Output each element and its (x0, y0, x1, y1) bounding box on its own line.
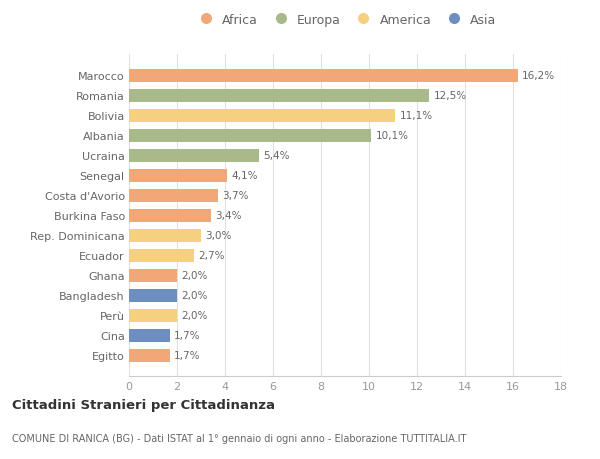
Text: 1,7%: 1,7% (174, 330, 200, 340)
Text: 3,4%: 3,4% (215, 211, 241, 221)
Bar (129, 169, 227, 182)
Legend: Africa, Europa, America, Asia: Africa, Europa, America, Asia (190, 10, 500, 30)
Text: 2,0%: 2,0% (181, 310, 208, 320)
Bar (129, 269, 177, 282)
Bar (129, 229, 201, 242)
Text: 2,0%: 2,0% (181, 291, 208, 301)
Text: 2,7%: 2,7% (198, 251, 224, 261)
Text: 11,1%: 11,1% (400, 111, 433, 121)
Text: 3,7%: 3,7% (222, 191, 248, 201)
Bar (129, 150, 259, 162)
Bar (129, 209, 211, 222)
Bar (129, 70, 518, 83)
Text: 16,2%: 16,2% (522, 71, 555, 81)
Text: 12,5%: 12,5% (433, 91, 466, 101)
Bar (129, 189, 218, 202)
Text: 1,7%: 1,7% (174, 350, 200, 360)
Bar (129, 249, 194, 262)
Text: 4,1%: 4,1% (232, 171, 258, 181)
Bar (129, 90, 429, 102)
Text: 10,1%: 10,1% (376, 131, 409, 141)
Bar (129, 129, 371, 142)
Bar (129, 349, 170, 362)
Text: 5,4%: 5,4% (263, 151, 289, 161)
Text: COMUNE DI RANICA (BG) - Dati ISTAT al 1° gennaio di ogni anno - Elaborazione TUT: COMUNE DI RANICA (BG) - Dati ISTAT al 1°… (12, 433, 466, 442)
Bar (129, 329, 170, 342)
Text: 2,0%: 2,0% (181, 270, 208, 280)
Text: Cittadini Stranieri per Cittadinanza: Cittadini Stranieri per Cittadinanza (12, 398, 275, 412)
Bar (129, 289, 177, 302)
Bar (129, 110, 395, 123)
Bar (129, 309, 177, 322)
Text: 3,0%: 3,0% (205, 231, 232, 241)
